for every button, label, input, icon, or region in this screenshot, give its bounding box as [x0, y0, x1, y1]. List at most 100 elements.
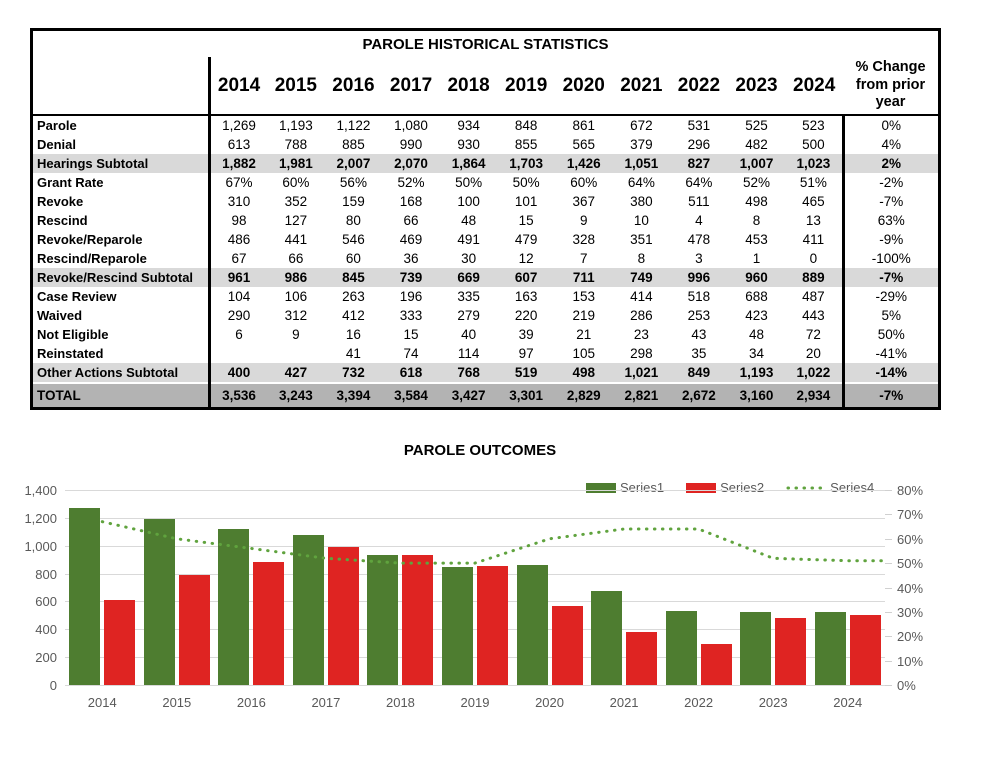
- cell-value: 486: [227, 232, 251, 247]
- cell-value: 52%: [397, 175, 425, 190]
- cell-value: 672: [630, 118, 653, 133]
- pct-change-value: 4%: [841, 135, 938, 154]
- cell-value: 531: [687, 118, 711, 133]
- year-header-2015: 2015: [267, 57, 325, 116]
- cell-value: 3,536: [209, 382, 268, 407]
- bar-series2-2021: [626, 632, 658, 685]
- cell-value: 153: [572, 289, 596, 304]
- bar-series1-2021: [591, 591, 623, 685]
- cell-value: 66: [288, 251, 304, 266]
- table-row: Other Actions Subtotal 400 427 732 618 768 519…: [33, 363, 938, 383]
- cell-value: 219: [572, 308, 596, 323]
- right-axis-tick-label: 10%: [897, 653, 924, 669]
- pct-change-value: -100%: [841, 249, 938, 268]
- row-label: Reinstated: [33, 344, 211, 363]
- left-axis-tick-label: 600: [35, 594, 57, 610]
- bar-series1-2018: [367, 554, 399, 685]
- pct-change-header: % Change from prior year: [843, 57, 938, 116]
- cell-value: 491: [457, 232, 480, 247]
- cell-value: 990: [399, 137, 423, 152]
- row-label: Revoke: [33, 192, 211, 211]
- x-axis-label-2021: 2021: [609, 695, 639, 710]
- x-axis-label-2023: 2023: [758, 695, 788, 710]
- cell-value: 1,193: [278, 118, 313, 133]
- cell-value: 67%: [225, 175, 253, 190]
- cell-value: 379: [630, 137, 653, 152]
- right-axis-tick-label: 40%: [897, 580, 924, 596]
- bar-series2-2014: [104, 599, 136, 685]
- table-row: Denial 613 788 885 990 930 855 565 379 296 482 500 4…: [33, 135, 938, 154]
- cell-value: 8: [637, 251, 646, 266]
- bar-series1-2015: [143, 518, 175, 685]
- bar-series1-2023: [740, 611, 772, 685]
- cell-value: 423: [745, 308, 768, 323]
- cell-value: 296: [687, 137, 711, 152]
- cell-value: 50%: [512, 175, 540, 190]
- row-label-header: [33, 57, 211, 116]
- cell-value: 80: [345, 213, 361, 228]
- cell-value: 51%: [799, 175, 827, 190]
- cell-value: 104: [227, 289, 251, 304]
- cell-value: 607: [514, 270, 538, 285]
- cell-value: 48: [461, 213, 477, 228]
- cell-value: 3,160: [727, 382, 786, 407]
- cell-value: 48: [748, 327, 764, 342]
- year-header-2024: 2024: [785, 57, 843, 116]
- pct-change-value: -7%: [841, 268, 938, 287]
- cell-value: 487: [802, 289, 825, 304]
- row-label: TOTAL: [33, 382, 211, 407]
- cell-value: 412: [342, 308, 365, 323]
- cell-value: 1,122: [336, 118, 371, 133]
- row-label: Rescind/Reparole: [33, 249, 211, 268]
- cell-value: 220: [514, 308, 538, 323]
- cell-value: 13: [805, 213, 821, 228]
- pct-change-value: 2%: [841, 154, 938, 173]
- right-axis-tick-mark: [885, 587, 892, 589]
- row-label: Not Eligible: [33, 325, 211, 344]
- cell-value: 2,007: [336, 156, 371, 171]
- cell-value: 400: [227, 365, 251, 380]
- right-axis-tick-mark: [885, 636, 892, 638]
- bar-series1-2014: [69, 508, 101, 685]
- bar-series2-2016: [253, 561, 285, 685]
- table-row: Rescind 98 127 80 66 48 15 9 10 4 8 13 63%: [33, 211, 938, 230]
- cell-value: 1,021: [624, 365, 659, 380]
- row-label: Revoke/Reparole: [33, 230, 211, 249]
- gridline: [65, 685, 885, 686]
- pct-change-value: -9%: [841, 230, 938, 249]
- cell-value: 6: [235, 327, 243, 342]
- gridline: [65, 573, 885, 575]
- table-row: Case Review 104 106 263 196 335 163 153 414 518 68…: [33, 287, 938, 306]
- cell-value: 100: [457, 194, 480, 209]
- legend-swatch-series2: [686, 482, 717, 493]
- year-header-2017: 2017: [382, 57, 440, 116]
- cell-value: 15: [403, 327, 419, 342]
- x-axis-label-2017: 2017: [311, 695, 341, 710]
- x-axis-label-2018: 2018: [385, 695, 415, 710]
- cell-value: 127: [284, 213, 308, 228]
- cell-value: 3,427: [439, 382, 498, 407]
- right-axis-tick-label: 80%: [897, 483, 924, 498]
- cell-value: 298: [630, 346, 653, 361]
- gridline: [65, 517, 885, 519]
- cell-value: 443: [802, 308, 825, 323]
- cell-value: 465: [802, 194, 825, 209]
- cell-value: 711: [572, 270, 595, 285]
- row-label: Case Review: [33, 287, 211, 306]
- cell-value: 1,023: [796, 156, 831, 171]
- table-row: Hearings Subtotal 1,882 1,981 2,007 2,070 1,8…: [33, 154, 938, 173]
- cell-value: 72: [805, 327, 821, 342]
- legend-item-series2: Series2: [686, 480, 764, 495]
- bar-series2-2023: [775, 617, 807, 685]
- cell-value: 380: [630, 194, 653, 209]
- cell-value: 290: [227, 308, 251, 323]
- table-row: Revoke/Rescind Subtotal 961 986 845 739 669 60…: [33, 268, 938, 287]
- right-axis-tick-mark: [885, 538, 892, 540]
- row-label: Grant Rate: [33, 173, 211, 192]
- cell-value: 500: [802, 137, 825, 152]
- cell-value: 511: [688, 194, 710, 209]
- cell-value: 310: [227, 194, 251, 209]
- parole-outcomes-chart: PAROLE OUTCOMES Series1 Series2 Series4 0 2…: [0, 430, 996, 750]
- year-header-2014: 2014: [209, 57, 268, 116]
- cell-value: 519: [514, 365, 538, 380]
